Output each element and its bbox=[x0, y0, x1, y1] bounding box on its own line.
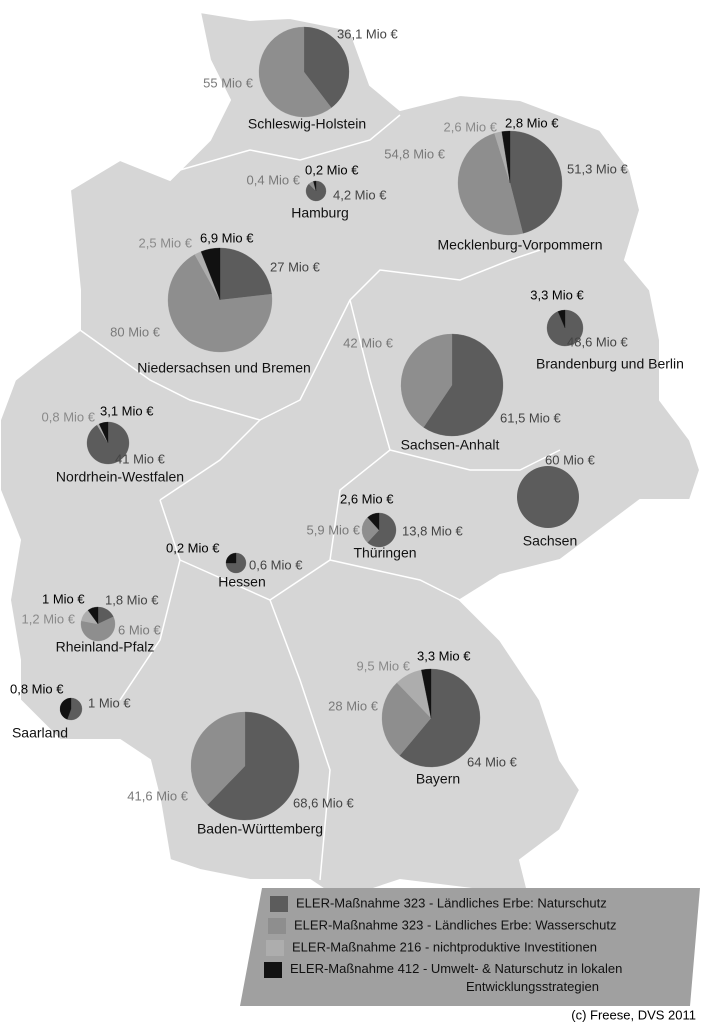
pie-slice bbox=[399, 668, 481, 768]
value-label: 13,8 Mio € bbox=[402, 523, 463, 538]
pie-slice bbox=[457, 133, 524, 236]
pie-slice bbox=[219, 247, 272, 301]
pie-slice bbox=[67, 697, 83, 721]
pie-slice bbox=[367, 512, 380, 531]
value-label: 42 Mio € bbox=[343, 335, 394, 350]
pie-slice bbox=[80, 616, 116, 642]
region-name: Niedersachsen und Bremen bbox=[137, 360, 311, 376]
value-label: 41 Mio € bbox=[115, 451, 166, 466]
region-name: Bayern bbox=[416, 771, 460, 787]
value-label: 9,5 Mio € bbox=[357, 658, 411, 673]
legend-label: ELER-Maßnahme 323 - Ländliches Erbe: Was… bbox=[294, 917, 617, 932]
value-label: 61,5 Mio € bbox=[500, 410, 561, 425]
pie-slice bbox=[167, 254, 273, 353]
value-label: 27 Mio € bbox=[270, 259, 321, 274]
pie-slice bbox=[367, 512, 397, 548]
legend-label: ELER-Maßnahme 412 - Umwelt- & Naturschut… bbox=[290, 961, 622, 994]
region-name: Hessen bbox=[218, 574, 265, 590]
region-name: Hamburg bbox=[291, 205, 349, 221]
legend-box bbox=[240, 888, 700, 1006]
value-label: 6 Mio € bbox=[118, 622, 161, 637]
value-label: 3,1 Mio € bbox=[100, 403, 154, 418]
legend-swatch bbox=[268, 918, 286, 934]
region-name: Sachsen-Anhalt bbox=[401, 437, 500, 453]
value-label: 2,6 Mio € bbox=[444, 119, 498, 134]
legend: ELER-Maßnahme 323 - Ländliches Erbe: Nat… bbox=[240, 888, 700, 1006]
legend-label-line: ELER-Maßnahme 412 - Umwelt- & Naturschut… bbox=[290, 961, 622, 976]
region-name: Brandenburg und Berlin bbox=[536, 356, 684, 372]
legend-label: ELER-Maßnahme 216 - nichtproduktive Inve… bbox=[292, 939, 597, 954]
value-label: 1 Mio € bbox=[88, 695, 131, 710]
pie-slice bbox=[557, 309, 566, 329]
pie-slice bbox=[313, 180, 317, 192]
value-label: 2,8 Mio € bbox=[505, 115, 559, 130]
value-label: 0,8 Mio € bbox=[10, 681, 64, 696]
state-borders bbox=[79, 114, 561, 881]
value-label: 54,8 Mio € bbox=[384, 146, 445, 161]
pies bbox=[59, 26, 584, 821]
pie-slice bbox=[421, 668, 432, 719]
pie-slice bbox=[59, 697, 72, 720]
value-label: 51,3 Mio € bbox=[567, 161, 628, 176]
value-label: 55 Mio € bbox=[203, 75, 254, 90]
credit: (c) Freese, DVS 2011 bbox=[571, 1007, 696, 1022]
region-name: Mecklenburg-Vorpommern bbox=[438, 237, 603, 253]
region-name: Baden-Württemberg bbox=[197, 821, 323, 837]
pie-slice bbox=[98, 421, 109, 444]
value-label: 2,5 Mio € bbox=[139, 235, 193, 250]
value-label: 1,2 Mio € bbox=[22, 611, 76, 626]
pie-slice bbox=[258, 26, 332, 118]
pie-slice bbox=[225, 552, 237, 564]
value-label: 0,2 Mio € bbox=[166, 540, 220, 555]
pie-slice bbox=[200, 247, 221, 301]
pie-slice bbox=[381, 682, 432, 756]
legend-label-line: Entwicklungsstrategien bbox=[466, 979, 599, 994]
value-label: 48,6 Mio € bbox=[567, 334, 628, 349]
legend-label: ELER-Maßnahme 323 - Ländliches Erbe: Nat… bbox=[296, 895, 607, 910]
value-label: 0,4 Mio € bbox=[247, 172, 301, 187]
region-name: Schleswig-Holstein bbox=[248, 116, 366, 132]
legend-swatch bbox=[270, 896, 288, 912]
pie-slice bbox=[361, 517, 380, 543]
region-name: Rheinland-Pfalz bbox=[56, 639, 155, 655]
legend-swatch bbox=[264, 962, 282, 978]
value-label: 0,2 Mio € bbox=[305, 162, 359, 177]
value-label: 64 Mio € bbox=[467, 754, 518, 769]
value-label: 28 Mio € bbox=[328, 698, 379, 713]
region-name: Sachsen bbox=[523, 533, 577, 549]
region-name: Saarland bbox=[12, 725, 68, 741]
value-label: 60 Mio € bbox=[545, 452, 596, 467]
value-label: 2,6 Mio € bbox=[340, 491, 394, 506]
value-label: 3,3 Mio € bbox=[530, 287, 584, 302]
value-label: 5,9 Mio € bbox=[307, 522, 361, 537]
region-name: Thüringen bbox=[353, 545, 416, 561]
legend-swatch bbox=[266, 940, 284, 956]
value-label: 0,8 Mio € bbox=[42, 409, 96, 424]
pie-slice bbox=[207, 711, 300, 821]
value-label: 4,2 Mio € bbox=[333, 187, 387, 202]
region-name: Nordrhein-Westfalen bbox=[56, 469, 184, 485]
pie-slice bbox=[400, 333, 453, 428]
value-label: 36,1 Mio € bbox=[337, 26, 398, 41]
value-label: 1,8 Mio € bbox=[105, 592, 159, 607]
value-label: 80 Mio € bbox=[110, 324, 161, 339]
value-label: 6,9 Mio € bbox=[200, 230, 254, 245]
value-label: 1 Mio € bbox=[42, 591, 85, 606]
value-label: 3,3 Mio € bbox=[417, 648, 471, 663]
germany-shape bbox=[0, 10, 702, 902]
pie-slice bbox=[501, 130, 511, 184]
value-label: 0,6 Mio € bbox=[249, 557, 303, 572]
pie-slice bbox=[509, 130, 563, 234]
pie-slice bbox=[517, 466, 579, 528]
pie-slice bbox=[303, 26, 350, 108]
value-label: 68,6 Mio € bbox=[293, 795, 354, 810]
value-label: 41,6 Mio € bbox=[127, 788, 188, 803]
pie-slice bbox=[87, 606, 99, 625]
pie-slice bbox=[190, 711, 246, 805]
pie-slice bbox=[423, 333, 504, 437]
